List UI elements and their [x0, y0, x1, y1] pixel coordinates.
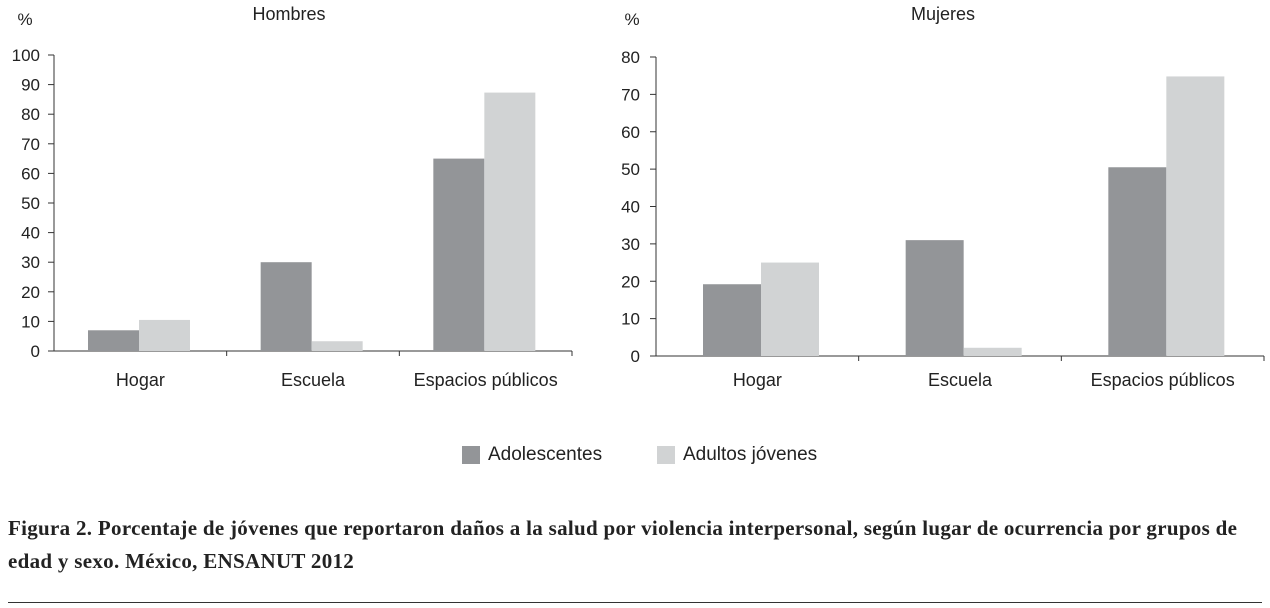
chart-2-bar-adolescentes [905, 240, 964, 356]
chart-1-title: Hombres [252, 4, 325, 24]
chart-1-ylabel: % [17, 10, 32, 29]
chart-2-y-tick-label: 70 [621, 85, 640, 104]
chart-2-category-label: Hogar [733, 370, 782, 390]
chart-2-y-tick-label: 30 [621, 235, 640, 254]
legend-swatch-adultos [657, 446, 675, 464]
chart-1-y-tick-label: 50 [21, 194, 40, 213]
chart-1-y-tick-label: 40 [21, 224, 40, 243]
chart-1-y-tick-label: 30 [21, 253, 40, 272]
chart-2-y-tick-label: 10 [621, 310, 640, 329]
legend-item-adolescentes: Adolescentes [462, 444, 602, 466]
legend-label-adultos: Adultos jóvenes [683, 444, 818, 465]
chart-2-title: Mujeres [911, 4, 975, 24]
chart-1-y-tick-label: 60 [21, 164, 40, 183]
chart-1-category-label: Escuela [281, 370, 346, 390]
chart-2-y-tick-label: 50 [621, 160, 640, 179]
legend: Adolescentes Adultos jóvenes [0, 444, 1270, 468]
chart-2-category-label: Escuela [928, 370, 993, 390]
chart-1-bar-adolescentes [433, 158, 485, 351]
chart-1-bar-adultos [311, 341, 363, 351]
chart-1-bar-adultos [484, 92, 536, 351]
chart-2-y-tick-label: 40 [621, 198, 640, 217]
legend-item-adultos: Adultos jóvenes [657, 444, 817, 466]
chart-1-y-tick-label: 20 [21, 283, 40, 302]
chart-1-y-tick-label: 10 [21, 312, 40, 331]
chart-1-bar-adolescentes [88, 330, 139, 351]
legend-label-adolescentes: Adolescentes [488, 444, 603, 465]
figure-caption: Figura 2. Porcentaje de jóvenes que repo… [8, 516, 1238, 573]
chart-2-bar-adolescentes [1108, 167, 1167, 356]
chart-2-bar-adultos [963, 347, 1022, 356]
chart-1-y-tick-label: 90 [21, 76, 40, 95]
chart-1-bar-adultos [139, 319, 190, 351]
legend-swatch-adolescentes [462, 446, 480, 464]
chart-2-y-tick-label: 80 [621, 48, 640, 67]
chart-1-category-label: Espacios públicos [414, 370, 558, 390]
chart-2-y-tick-label: 0 [631, 347, 640, 366]
chart-1-bar-adolescentes [260, 262, 312, 351]
chart-2-y-tick-label: 20 [621, 272, 640, 291]
chart-1-category-label: Hogar [116, 370, 165, 390]
chart-2-bar-adultos [761, 262, 819, 356]
chart-2-bar-adolescentes [703, 284, 761, 356]
chart-1-y-tick-label: 80 [21, 105, 40, 124]
chart-2-bar-adultos [1166, 76, 1225, 356]
chart-2-ylabel: % [624, 10, 639, 29]
bottom-rule [8, 602, 1262, 603]
chart-1-y-tick-label: 70 [21, 135, 40, 154]
chart-2-y-tick-label: 60 [621, 123, 640, 142]
chart-1-y-tick-label: 0 [31, 342, 40, 361]
chart-2-category-label: Espacios públicos [1091, 370, 1235, 390]
chart-1-y-tick-label: 100 [12, 46, 40, 65]
